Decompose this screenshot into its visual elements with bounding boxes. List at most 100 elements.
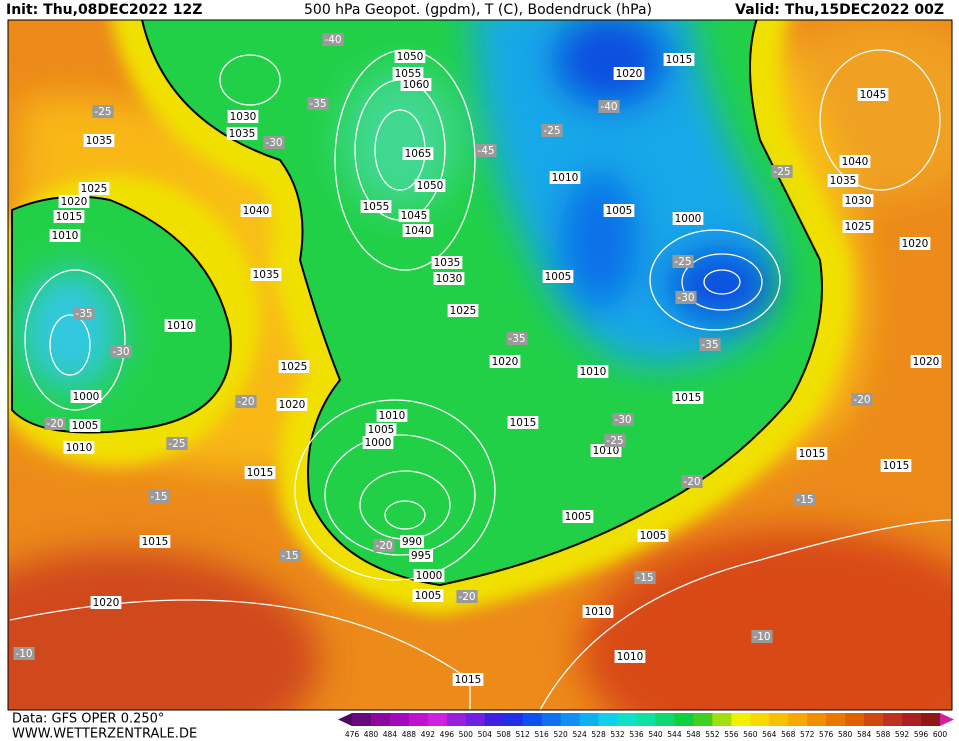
- isobar-label-group: 1010: [590, 444, 622, 457]
- isobar-label-box: [49, 229, 81, 242]
- isobar-label: 1025: [81, 183, 108, 195]
- isobar-label: 1035: [253, 269, 280, 281]
- isobar-label-group: 1010: [49, 229, 81, 242]
- colorbar-cell: [864, 713, 884, 726]
- isobar-label: 1045: [401, 210, 428, 222]
- isobar-label-box: [402, 224, 434, 237]
- isobar-label-group: 1025: [842, 220, 874, 233]
- isobar-label-box: [590, 444, 622, 457]
- map-labels: 1050105510601065105010551045104010351030…: [13, 33, 942, 686]
- temperature-label-box: [612, 413, 634, 426]
- isobar-label-group: 1005: [69, 419, 101, 432]
- isobar-label-group: 1025: [78, 182, 110, 195]
- isobar-label-box: [796, 447, 828, 460]
- isobar-label-box: [452, 673, 484, 686]
- isobar-label-group: 1015: [880, 459, 912, 472]
- isobar-label-box: [365, 423, 397, 436]
- isobar-label: 1015: [675, 392, 702, 404]
- temperature-label-box: [794, 493, 816, 506]
- colorbar-cell: [788, 713, 808, 726]
- temperature-label: -15: [281, 550, 298, 562]
- isobar-label: 1025: [450, 305, 477, 317]
- temperature-label-box: [13, 647, 35, 660]
- isobar-label-box: [276, 398, 308, 411]
- colorbar-cell: [674, 713, 694, 726]
- colorbar-label: 500: [459, 730, 474, 739]
- colorbar-cell: [503, 713, 524, 726]
- isobar-label-group: 1055: [392, 67, 424, 80]
- temperature-label-group: -35: [699, 338, 721, 351]
- isobar-label: 1005: [545, 271, 572, 283]
- temperature-label: -10: [753, 631, 770, 643]
- temperature-label-box: [771, 165, 793, 178]
- isobar-label-box: [603, 204, 635, 217]
- isobar-label-box: [857, 88, 889, 101]
- isobar-label: 1060: [403, 79, 430, 91]
- isobar-label-group: 1000: [362, 436, 394, 449]
- isobar-label-group: 995: [408, 549, 434, 562]
- temperature-label-box: [307, 97, 329, 110]
- isobar-label-group: 1020: [613, 67, 645, 80]
- colorbar-cell: [902, 713, 922, 726]
- isobar-label-group: 1035: [827, 174, 859, 187]
- isobar-label-group: 1015: [507, 416, 539, 429]
- colorbar-label: 492: [421, 730, 436, 739]
- temperature-label-box: [235, 395, 257, 408]
- isobar-label-box: [542, 270, 574, 283]
- isobar-label: 1000: [73, 391, 100, 403]
- isobar-label-box: [53, 210, 85, 223]
- isobar-label: 1000: [365, 437, 392, 449]
- isobar-label-group: 1020: [910, 355, 942, 368]
- isobar-label-group: 1035: [431, 256, 463, 269]
- isobar-label-box: [672, 391, 704, 404]
- isobar-label-box: [360, 200, 392, 213]
- isobar-label-box: [240, 204, 272, 217]
- isobar-label: 1035: [434, 257, 461, 269]
- temperature-label-group: -20: [235, 395, 257, 408]
- temperature-label: -20: [683, 476, 700, 488]
- init-time: Init: Thu,08DEC2022 12Z: [6, 2, 202, 18]
- temperature-label: -45: [477, 145, 494, 157]
- isobar-label: 1020: [61, 196, 88, 208]
- isobar-label: 1015: [142, 536, 169, 548]
- isobar-label: 1005: [565, 511, 592, 523]
- isobar-label-group: 1010: [577, 365, 609, 378]
- isobar-label: 1020: [913, 356, 940, 368]
- isobar-label-group: 1030: [842, 194, 874, 207]
- colorbar-cell: [352, 713, 372, 726]
- temperature-label-group: -40: [598, 100, 620, 113]
- isobar-label-group: 990: [399, 535, 425, 548]
- isobar-label-group: 1065: [402, 147, 434, 160]
- isobar-label-box: [562, 510, 594, 523]
- isobar-label-group: 1010: [614, 650, 646, 663]
- isobar-label-group: 1015: [796, 447, 828, 460]
- temperature-label: -25: [606, 435, 623, 447]
- isobar-label: 1050: [417, 180, 444, 192]
- colorbar-label: 588: [876, 730, 891, 739]
- temperature-label-box: [73, 307, 95, 320]
- temperature-label-group: -35: [73, 307, 95, 320]
- colorbar-label: 572: [800, 730, 815, 739]
- isobar-label: 1030: [230, 111, 257, 123]
- isobar-label: 1040: [405, 225, 432, 237]
- isobar-label: 990: [402, 536, 422, 548]
- colorbar-label: 556: [724, 730, 739, 739]
- isobar-label-box: [413, 569, 445, 582]
- isobar-label: 1045: [860, 89, 887, 101]
- isobar-label: 1065: [405, 148, 432, 160]
- temperature-label-group: -35: [307, 97, 329, 110]
- temperature-label-box: [456, 590, 478, 603]
- temperature-label-box: [506, 332, 528, 345]
- colorbar-cell: [427, 713, 448, 726]
- isobar-label-group: 1015: [53, 210, 85, 223]
- isobar-label-group: 1005: [637, 529, 669, 542]
- colorbar: 476 480 484 488 492 496 500 504 508 512 516 520 524 5…: [338, 713, 954, 739]
- temperature-label-box: [604, 434, 626, 447]
- isobar-label: 1010: [167, 320, 194, 332]
- temperature-label-group: -20: [373, 539, 395, 552]
- isobar-label-group: 1005: [542, 270, 574, 283]
- isobar-label: 1055: [363, 201, 390, 213]
- isobar-label-group: 1015: [452, 673, 484, 686]
- isobar-label-group: 1000: [672, 212, 704, 225]
